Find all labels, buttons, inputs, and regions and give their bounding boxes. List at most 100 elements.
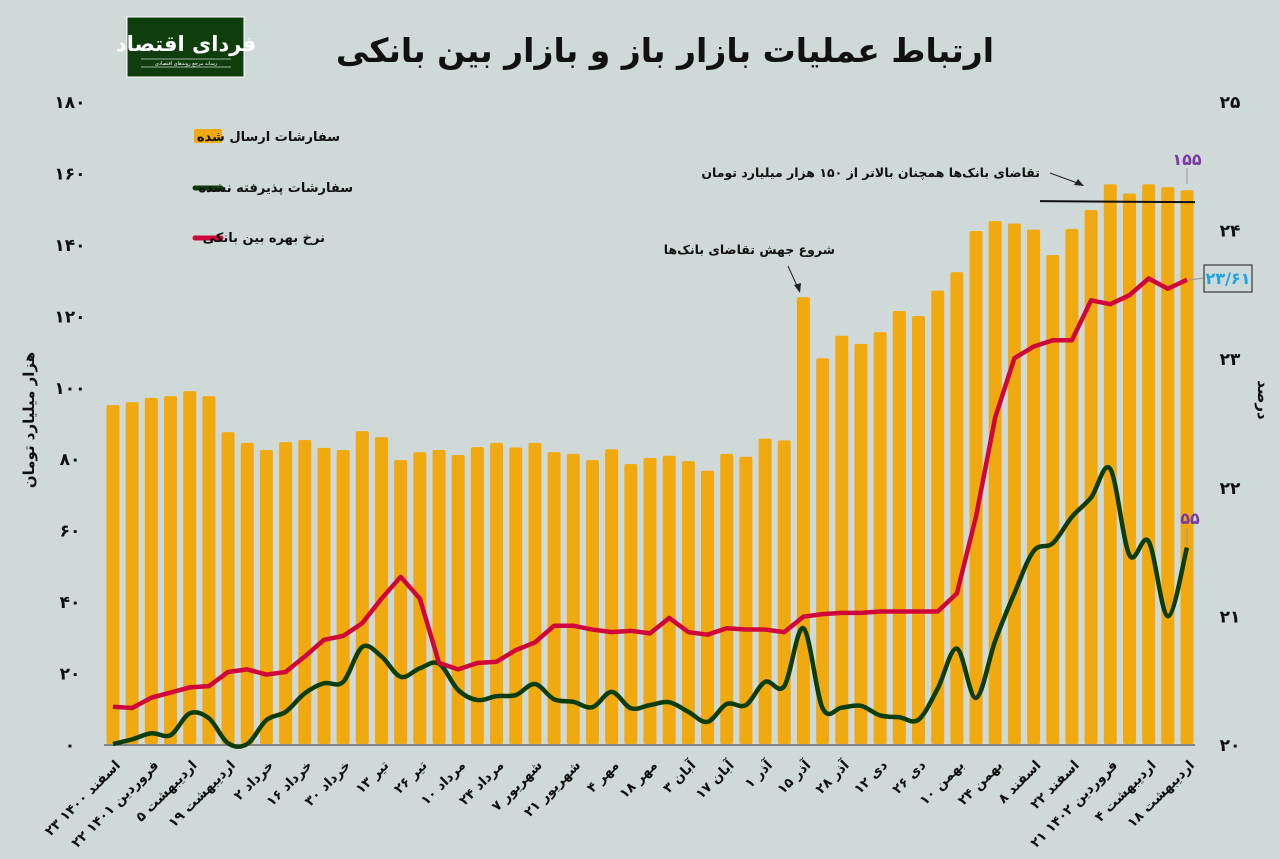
bar	[125, 402, 139, 744]
bar	[164, 396, 178, 744]
reference-line-150	[1039, 200, 1196, 204]
bar	[375, 437, 388, 744]
bar	[1027, 229, 1041, 745]
y-tick-right: ۲۰	[1220, 736, 1241, 756]
x-tick-label: ۲۸ آذر	[812, 757, 853, 798]
bar	[394, 460, 408, 744]
bar	[144, 397, 158, 744]
x-tick-label: ۱۷ آبان	[692, 757, 738, 803]
bar	[1065, 228, 1079, 744]
bar	[1180, 190, 1194, 745]
bar	[183, 391, 197, 744]
bar	[1084, 209, 1098, 745]
bar	[777, 440, 791, 744]
bar	[854, 343, 868, 744]
data-label-box	[1203, 264, 1253, 293]
data-label-last-bar: ۱۵۵	[1172, 150, 1202, 169]
bar	[950, 272, 964, 744]
bar	[470, 447, 484, 744]
bar	[969, 231, 983, 745]
bar	[1103, 184, 1117, 744]
bar	[355, 431, 369, 744]
bar	[202, 396, 216, 744]
line-rejected-orders	[112, 464, 1190, 749]
y-tick-right: ۲۳	[1220, 350, 1241, 370]
bar	[279, 442, 293, 744]
x-tick-label: ۱۵ آذر	[774, 757, 815, 798]
bar	[701, 470, 715, 744]
y-tick-left: ۱۶۰	[54, 164, 85, 184]
bar	[585, 460, 599, 744]
y-tick-right: ۲۴	[1220, 222, 1241, 242]
y-axis-left-label: هزار میلیارد تومان	[20, 352, 38, 488]
bar	[509, 447, 523, 744]
y-tick-right: ۲۵	[1220, 93, 1241, 113]
data-label-last-rejected: ۵۵	[1180, 509, 1200, 528]
y-tick-left: ۱۴۰	[54, 236, 85, 256]
y-axis-right-label: درصد	[1254, 380, 1272, 420]
logo-text: فردای اقتصاد	[116, 32, 256, 56]
bar	[873, 332, 887, 744]
bar	[758, 438, 772, 744]
bars	[106, 184, 1194, 745]
bar	[547, 452, 561, 744]
legend-swatch-submitted	[194, 129, 222, 143]
bar	[643, 457, 657, 744]
logo-subtext: رسانه مرجع روندهای اقتصادی	[155, 61, 218, 67]
bar	[1046, 254, 1060, 745]
annotation-arrow-line	[1049, 172, 1081, 185]
bar	[221, 432, 235, 744]
bar	[240, 442, 254, 744]
arrow-head-icon	[1074, 179, 1084, 186]
bar	[528, 442, 542, 744]
bar	[451, 455, 465, 744]
annotation-demand-above: تقاضای بانک‌ها همچنان بالاتر از ۱۵۰ هزار…	[701, 165, 1040, 180]
bar	[106, 404, 120, 744]
x-tick-label: ۱۸ مهر	[616, 758, 660, 802]
bar	[816, 358, 830, 744]
bar	[720, 453, 734, 744]
y-axis-left-ticks: ۰ ۲۰ ۴۰ ۶۰ ۸۰ ۱۰۰ ۱۲۰ ۱۴۰ ۱۶۰ ۱۸۰	[54, 93, 85, 756]
leader-line-rate	[1188, 277, 1205, 281]
legend: سفارشات ارسال شده سفارشات پذیرفته نشده ن…	[192, 129, 353, 246]
bar	[336, 450, 350, 744]
y-tick-left: ۸۰	[60, 450, 81, 470]
bar	[892, 311, 906, 744]
y-tick-right: ۲۱	[1220, 607, 1241, 627]
bar	[432, 450, 446, 744]
legend-label-rate: نرخ بهره بین بانکی	[203, 231, 325, 246]
x-tick-label: ۱ آذر	[741, 757, 776, 792]
bar	[662, 455, 676, 744]
x-tick-label: ۱۸ اردیبهشت	[1124, 758, 1198, 832]
y-axis-right-ticks: ۲۰ ۲۱ ۲۲ ۲۳ ۲۴ ۲۵	[1220, 93, 1241, 756]
x-tick-label: ۱۳ تیر	[353, 758, 393, 798]
y-tick-left: ۱۸۰	[54, 93, 85, 113]
x-tick-label: ۱۲ دی	[851, 757, 891, 797]
y-tick-left: ۲۰	[60, 665, 81, 685]
bar	[681, 461, 695, 744]
bar	[1142, 184, 1156, 744]
bar	[490, 442, 504, 744]
y-tick-left: ۱۰۰	[54, 379, 85, 399]
bar	[931, 290, 945, 744]
bar	[1122, 193, 1136, 744]
y-tick-right: ۲۲	[1220, 479, 1241, 499]
bar	[566, 453, 580, 744]
bar	[988, 221, 1002, 744]
bar	[835, 335, 849, 744]
logo: فردای اقتصاد رسانه مرجع روندهای اقتصادی	[116, 16, 256, 78]
bar	[1161, 187, 1175, 744]
line-interbank-rate	[112, 276, 1188, 711]
bar	[298, 440, 312, 744]
bar	[605, 449, 619, 744]
bar	[1007, 223, 1021, 744]
y-tick-left: ۶۰	[60, 522, 81, 542]
x-tick-label: ۱۹ اردیبهشت	[165, 758, 239, 832]
bar	[796, 297, 810, 744]
bar	[259, 450, 273, 744]
arrow-head-icon	[794, 283, 801, 293]
y-tick-left: ۰	[65, 736, 75, 756]
